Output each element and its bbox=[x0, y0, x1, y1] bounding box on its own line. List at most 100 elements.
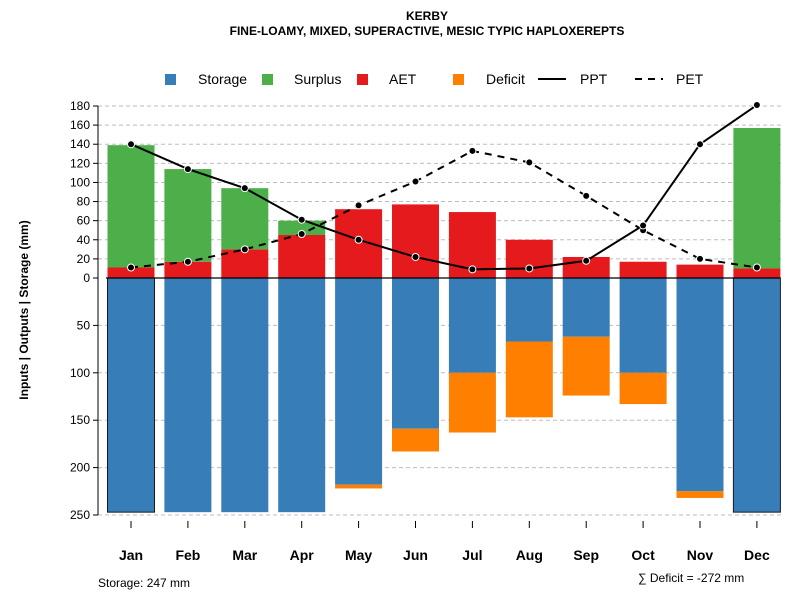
pet-point bbox=[240, 245, 249, 254]
legend: Storage Surplus AET Deficit PPT PET bbox=[165, 71, 704, 87]
y-tick-label: 200 bbox=[70, 461, 90, 475]
x-tick-label: May bbox=[345, 547, 372, 563]
bars bbox=[107, 127, 781, 513]
legend-label-ppt: PPT bbox=[580, 71, 608, 87]
deficit-bar bbox=[562, 336, 610, 396]
x-tick-label: Oct bbox=[631, 547, 655, 563]
legend-swatch-deficit bbox=[453, 74, 464, 85]
aet-bar bbox=[392, 204, 439, 278]
legend-label-aet: AET bbox=[389, 71, 417, 87]
pet-point bbox=[183, 257, 192, 266]
legend-label-deficit: Deficit bbox=[486, 71, 525, 87]
deficit-bar bbox=[392, 428, 439, 452]
chart-title: KERBY bbox=[406, 9, 448, 23]
ppt-line bbox=[130, 104, 758, 271]
y-tick-label: 250 bbox=[70, 508, 90, 522]
y-tick-label: 150 bbox=[70, 413, 90, 427]
gridlines bbox=[98, 105, 784, 516]
deficit-note: ∑ Deficit = -272 mm bbox=[638, 571, 744, 585]
x-tick-label: Sep bbox=[573, 547, 599, 563]
aet-bar bbox=[164, 261, 212, 278]
legend-label-storage: Storage bbox=[198, 71, 247, 87]
legend-swatch-storage bbox=[165, 74, 176, 85]
storage-bar bbox=[221, 278, 269, 513]
chart-subtitle: FINE-LOAMY, MIXED, SUPERACTIVE, MESIC TY… bbox=[230, 24, 625, 38]
x-tick-label: Mar bbox=[232, 547, 257, 563]
lines bbox=[127, 101, 761, 274]
legend-label-pet: PET bbox=[676, 71, 704, 87]
y-tick-label: 20 bbox=[77, 252, 91, 266]
storage-bar bbox=[164, 278, 212, 513]
aet-bar bbox=[619, 261, 667, 278]
legend-label-surplus: Surplus bbox=[294, 71, 341, 87]
ppt-point bbox=[525, 264, 534, 273]
y-tick-label: 100 bbox=[70, 366, 90, 380]
ppt-point bbox=[468, 265, 477, 274]
ppt-point bbox=[696, 140, 704, 149]
x-tick-label: Jun bbox=[403, 547, 428, 563]
y-axis-label: Inputs | Outputs | Storage (mm) bbox=[17, 220, 31, 399]
storage-bar bbox=[733, 278, 781, 513]
aet-bar bbox=[278, 235, 326, 278]
y-tick-label: 140 bbox=[70, 137, 90, 151]
axes: 0 20 40 60 80 100 120 140 160 180 50 100 150 200 250 Ja… bbox=[70, 99, 780, 563]
y-tick-label: 100 bbox=[70, 175, 90, 189]
y-tick-label: 40 bbox=[77, 233, 91, 247]
storage-note: Storage: 247 mm bbox=[98, 576, 190, 590]
ppt-point bbox=[639, 221, 648, 230]
pet-point bbox=[297, 230, 306, 239]
y-tick-label: 120 bbox=[70, 156, 90, 170]
deficit-bar bbox=[505, 341, 553, 418]
storage-bar bbox=[392, 278, 439, 429]
surplus-bar bbox=[107, 145, 155, 268]
pet-point bbox=[752, 263, 761, 272]
storage-bar bbox=[505, 278, 553, 342]
surplus-bar bbox=[164, 169, 212, 262]
x-tick-label: Feb bbox=[175, 547, 200, 563]
pet-point bbox=[127, 263, 135, 272]
storage-bar bbox=[335, 278, 383, 485]
x-tick-label: Jul bbox=[462, 547, 482, 563]
y-tick-label: 60 bbox=[77, 214, 91, 228]
surplus-bar bbox=[221, 188, 269, 250]
pet-point bbox=[696, 254, 704, 263]
legend-swatch-surplus bbox=[262, 74, 273, 85]
ppt-point bbox=[127, 140, 135, 149]
storage-bar bbox=[107, 278, 155, 513]
surplus-bar bbox=[733, 127, 781, 269]
storage-bar bbox=[562, 278, 610, 337]
y-tick-label: 180 bbox=[70, 99, 90, 113]
storage-bar bbox=[448, 278, 496, 373]
ppt-point bbox=[752, 101, 761, 110]
pet-point bbox=[354, 201, 363, 210]
pet-point bbox=[582, 191, 591, 200]
x-tick-label: Apr bbox=[290, 547, 315, 563]
ppt-point bbox=[183, 165, 192, 174]
ppt-point bbox=[582, 256, 591, 265]
storage-bar bbox=[676, 278, 724, 492]
pet-point bbox=[525, 158, 534, 167]
x-tick-label: Dec bbox=[744, 547, 770, 563]
pet-line bbox=[130, 149, 758, 269]
y-tick-label: 160 bbox=[70, 118, 90, 132]
y-tick-label: 50 bbox=[77, 318, 91, 332]
aet-bar bbox=[107, 267, 155, 278]
ppt-point bbox=[411, 252, 420, 261]
deficit-bar bbox=[448, 372, 496, 433]
deficit-bar bbox=[335, 484, 383, 489]
aet-bar bbox=[676, 264, 724, 278]
x-tick-label: Aug bbox=[516, 547, 543, 563]
aet-bar bbox=[221, 249, 269, 278]
pet-point bbox=[468, 146, 477, 155]
deficit-bar bbox=[676, 491, 724, 498]
y-tick-label: 0 bbox=[83, 271, 90, 285]
x-tick-label: Nov bbox=[687, 547, 714, 563]
ppt-point bbox=[297, 215, 306, 224]
legend-swatch-aet bbox=[357, 74, 368, 85]
aet-bar bbox=[733, 268, 781, 278]
pet-point bbox=[411, 177, 420, 186]
y-tick-label: 80 bbox=[77, 195, 91, 209]
storage-bar bbox=[278, 278, 326, 513]
deficit-bar bbox=[619, 372, 667, 405]
